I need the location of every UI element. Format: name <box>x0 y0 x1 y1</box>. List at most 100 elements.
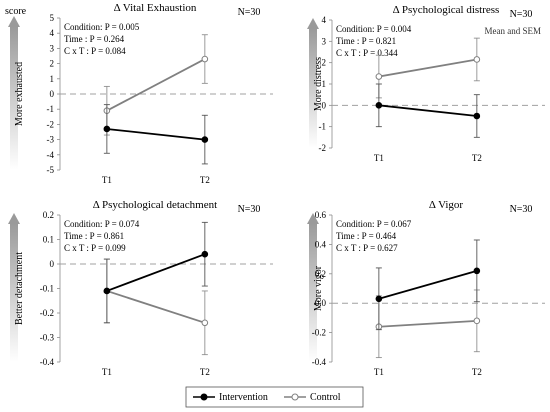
chart-panel-3: Better detachment -0.4 -0.3 -0.2 -0.1 0 0.1 0.2… <box>8 199 273 377</box>
y-tick-label: 1 <box>322 79 327 89</box>
chart-panel-2: More distress -2 -1 0 1 2 3 4 T1 T2 Δ Psychologica… <box>307 4 545 163</box>
data-point-intervention-t2 <box>201 136 209 143</box>
stats-line-1: Condition: P = 0.067 <box>336 219 412 229</box>
stats-line-1: Condition: P = 0.004 <box>336 24 412 34</box>
x-tick-label-t1: T1 <box>374 367 384 377</box>
y-tick-label: 3 <box>322 36 327 46</box>
chart-panel-1: More exhausted -5 -4 -3 -2 -1 0 1 2 3 4 5 T1 T2 Δ Vita… <box>8 2 273 185</box>
y-tick-label: 4 <box>50 28 55 38</box>
chart-title: Δ Psychological detachment <box>93 199 217 211</box>
stats-line-1: Condition: P = 0.005 <box>64 22 140 32</box>
direction-arrow-head <box>307 18 319 29</box>
x-tick-label-t2: T2 <box>200 367 210 377</box>
y-tick-label: -0.4 <box>312 357 327 367</box>
y-tick-label: 0.2 <box>43 210 54 220</box>
y-axis-label: More distress <box>313 57 324 111</box>
sample-size-label: N=30 <box>510 204 533 215</box>
data-point-intervention-t2 <box>473 112 481 120</box>
data-point-control-t2 <box>473 317 481 325</box>
stats-line-2: Time : P = 0.264 <box>64 34 125 44</box>
stats-line-3: C x T : P = 0.627 <box>336 243 398 253</box>
y-tick-label: -0.4 <box>40 357 55 367</box>
y-tick-label: -2 <box>319 143 327 153</box>
x-tick-label-t2: T2 <box>472 367 482 377</box>
y-tick-label: 0.4 <box>315 239 327 249</box>
legend-marker-intervention <box>200 393 208 401</box>
legend-box <box>185 386 364 408</box>
stats-line-3: C x T : P = 0.344 <box>336 48 398 58</box>
legend: Intervention Control <box>185 386 364 408</box>
y-tick-label: 2 <box>322 58 327 68</box>
y-tick-label: -5 <box>47 165 55 175</box>
y-tick-label: -1 <box>47 104 55 114</box>
y-tick-label: -4 <box>47 150 55 160</box>
direction-arrow-shaft <box>10 223 18 362</box>
y-tick-label: -3 <box>47 135 55 145</box>
stats-line-2: Time : P = 0.821 <box>336 36 396 46</box>
y-tick-label: 3 <box>50 43 55 53</box>
y-tick-label: -0.3 <box>40 333 55 343</box>
y-axis-label: More exhausted <box>14 62 25 126</box>
y-tick-label: -1 <box>319 122 327 132</box>
y-tick-label: -0.1 <box>40 284 54 294</box>
x-tick-label-t2: T2 <box>472 153 482 163</box>
y-tick-label: -0.2 <box>40 308 54 318</box>
stats-line-1: Condition: P = 0.074 <box>64 219 140 229</box>
y-tick-label: -2 <box>47 119 55 129</box>
series-line-intervention <box>106 253 206 292</box>
data-point-intervention-t1 <box>375 295 383 303</box>
direction-arrow-head <box>307 213 319 224</box>
series-line-control <box>106 290 206 324</box>
direction-arrow-head <box>8 16 20 27</box>
x-tick-label-t1: T1 <box>102 175 112 185</box>
chart-panel-4: More vigor -0.4 -0.2 0.0 0.2 0.4 0.6 T1 T2 Δ Vigo… <box>307 199 545 377</box>
y-tick-label: 1 <box>50 74 55 84</box>
data-point-control-t2 <box>201 319 209 327</box>
series-line-intervention <box>378 269 478 300</box>
y-axis-label: More vigor <box>313 265 324 311</box>
series-line-intervention <box>106 128 205 141</box>
x-tick-label-t1: T1 <box>102 367 112 377</box>
stats-line-2: Time : P = 0.464 <box>336 231 397 241</box>
y-tick-label: 0.6 <box>315 210 327 220</box>
chart-title: Δ Vital Exhaustion <box>114 2 197 14</box>
x-tick-label-t1: T1 <box>374 153 384 163</box>
y-tick-label: 0.2 <box>315 269 326 279</box>
direction-arrow-head <box>8 213 20 224</box>
y-tick-label: 0.0 <box>315 298 327 308</box>
series-line-intervention <box>378 104 477 117</box>
data-point-control-t2 <box>201 55 209 63</box>
sample-size-label: N=30 <box>238 204 261 215</box>
legend-marker-control <box>291 393 299 401</box>
data-point-intervention-t2 <box>473 267 481 275</box>
sample-size-label: N=30 <box>238 7 261 18</box>
stats-line-2: Time : P = 0.861 <box>64 231 124 241</box>
chart-title: Δ Psychological distress <box>393 4 500 16</box>
note-label: Mean and SEM <box>485 26 542 36</box>
x-tick-label-t2: T2 <box>200 175 210 185</box>
y-tick-label: 0 <box>322 100 327 110</box>
direction-arrow-shaft <box>309 223 317 362</box>
y-tick-label: -0.2 <box>312 328 326 338</box>
stats-line-3: C x T : P = 0.084 <box>64 46 126 56</box>
legend-label-control: Control <box>310 392 341 403</box>
legend-label-intervention: Intervention <box>219 392 268 403</box>
y-tick-label: 0.1 <box>43 235 54 245</box>
score-label: score <box>5 6 27 17</box>
data-point-intervention-t1 <box>375 102 383 109</box>
y-axis-label: Better detachment <box>14 252 25 325</box>
y-tick-label: 0 <box>50 259 55 269</box>
series-line-control <box>378 319 477 328</box>
data-point-intervention-t1 <box>103 287 111 295</box>
data-point-intervention-t1 <box>103 125 111 133</box>
y-tick-label: 0 <box>50 89 55 99</box>
y-tick-label: 5 <box>50 13 55 23</box>
y-tick-label: 4 <box>322 15 327 25</box>
y-tick-label: 2 <box>50 59 55 69</box>
data-point-control-t1 <box>375 73 383 80</box>
data-point-control-t2 <box>473 56 481 63</box>
series-line-control <box>106 58 206 112</box>
data-point-intervention-t2 <box>201 250 209 258</box>
series-line-control <box>378 58 477 78</box>
